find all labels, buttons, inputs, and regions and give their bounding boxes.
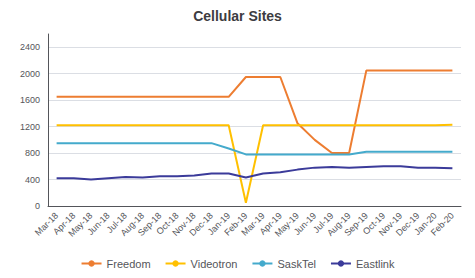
svg-text:800: 800 <box>25 148 40 158</box>
svg-text:Videotron: Videotron <box>191 258 238 270</box>
svg-text:Jul-18: Jul-18 <box>104 210 129 235</box>
svg-text:1600: 1600 <box>20 95 40 105</box>
svg-text:Nov-19: Nov-19 <box>376 210 405 238</box>
svg-text:Jan-19: Jan-19 <box>205 210 233 237</box>
svg-text:Feb-20: Feb-20 <box>429 210 456 237</box>
svg-text:Jun-18: Jun-18 <box>85 210 112 237</box>
svg-text:Jul-19: Jul-19 <box>311 210 336 235</box>
svg-text:Oct-19: Oct-19 <box>361 210 388 237</box>
svg-text:2400: 2400 <box>20 42 40 52</box>
svg-text:Jan-20: Jan-20 <box>412 210 439 237</box>
svg-text:Mar-19: Mar-19 <box>239 210 267 238</box>
svg-text:Cellular Sites: Cellular Sites <box>193 8 282 24</box>
svg-text:Eastlink: Eastlink <box>356 258 395 270</box>
svg-text:1200: 1200 <box>20 122 40 132</box>
svg-text:400: 400 <box>25 175 40 185</box>
svg-text:Mar-18: Mar-18 <box>32 210 61 238</box>
svg-text:May-18: May-18 <box>66 210 95 239</box>
svg-text:Jun-19: Jun-19 <box>291 210 319 237</box>
svg-text:Dec-19: Dec-19 <box>394 210 422 238</box>
svg-text:2000: 2000 <box>20 69 40 79</box>
svg-text:Dec-18: Dec-18 <box>187 210 215 238</box>
svg-text:0: 0 <box>35 201 40 211</box>
svg-text:Nov-18: Nov-18 <box>170 210 198 238</box>
svg-text:May-19: May-19 <box>272 210 302 239</box>
svg-text:Oct-18: Oct-18 <box>154 210 181 237</box>
svg-text:Aug-19: Aug-19 <box>325 210 353 238</box>
svg-text:Aug-18: Aug-18 <box>118 210 147 238</box>
svg-text:Freedom: Freedom <box>107 258 151 270</box>
svg-text:Sep-18: Sep-18 <box>135 210 164 238</box>
svg-text:Apr-18: Apr-18 <box>51 210 78 237</box>
svg-text:SaskTel: SaskTel <box>277 258 316 270</box>
svg-text:Apr-19: Apr-19 <box>257 210 284 237</box>
svg-text:Feb-19: Feb-19 <box>222 210 250 238</box>
svg-text:Sep-19: Sep-19 <box>342 210 370 238</box>
